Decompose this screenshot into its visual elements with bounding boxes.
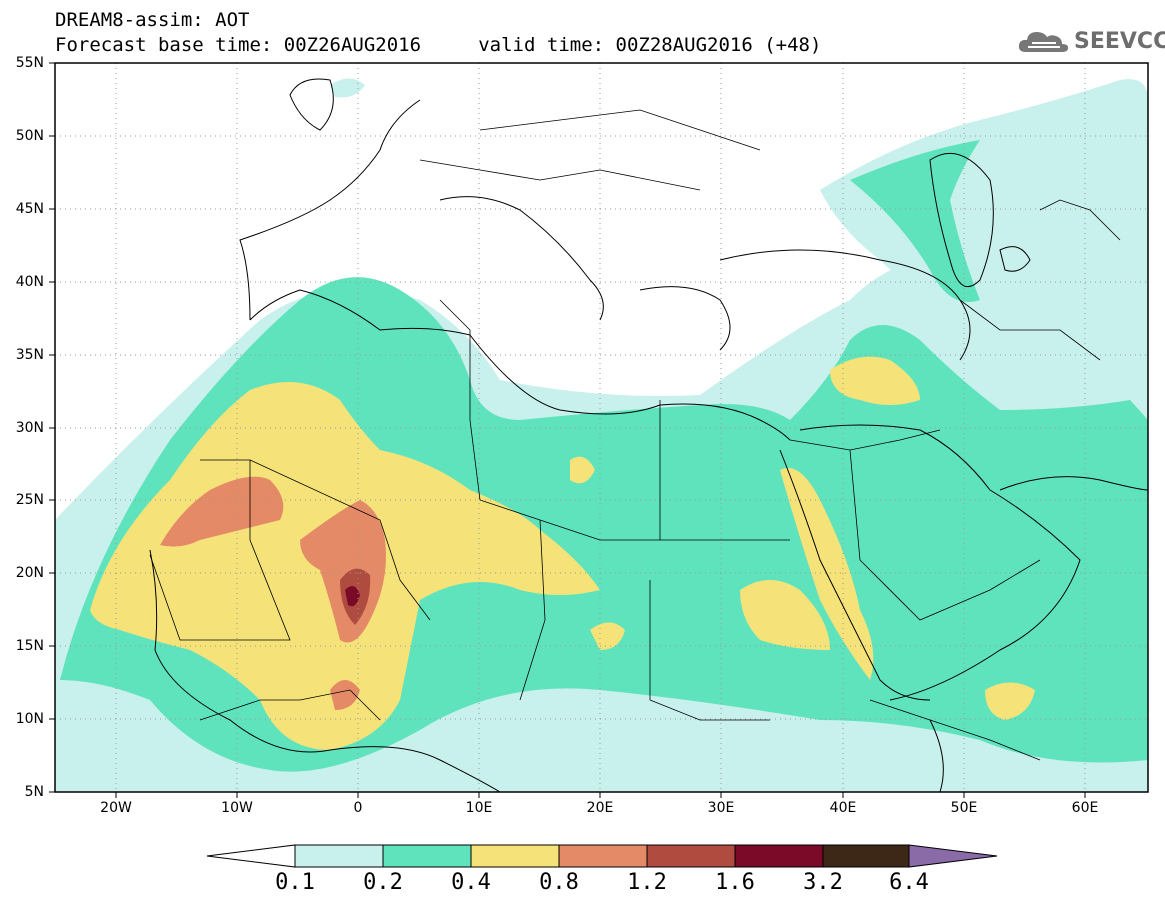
lon-label: 60E [1071,800,1099,816]
lat-label: 55N [15,55,44,71]
coastlines [149,78,1148,792]
lon-label: 30E [707,800,735,816]
cloud-logo-icon [1018,32,1069,52]
lon-label: 40E [829,800,857,816]
colorbar-swatch-0.1-0.2 [294,844,384,868]
map-gridlines [55,63,1148,792]
lon-label: 10E [465,800,493,816]
colorbar-label: 6.4 [889,870,929,895]
lat-label: 20N [15,565,44,581]
country-borders [149,109,1121,761]
colorbar-low-arrow [206,844,296,868]
lat-label: 25N [15,492,44,508]
colorbar-swatch-3.2-6.4 [822,844,910,868]
lat-label: 10N [15,711,44,727]
aot-level-1.6 [345,586,360,607]
colorbar-swatch-0.4-0.8 [470,844,560,868]
colorbar-swatch-0.8-1.2 [558,844,648,868]
lat-label: 40N [15,274,44,290]
colorbar-label: 0.4 [451,870,491,895]
lat-label: 45N [15,201,44,217]
colorbar-swatch-1.2-1.6 [646,844,736,868]
lon-label: 20E [586,800,614,816]
colorbar-label: 0.1 [275,870,315,895]
colorbar-label: 1.6 [715,870,755,895]
colorbar-swatch-1.6-3.2 [734,844,824,868]
colorbar-swatch-0.2-0.4 [382,844,472,868]
colorbar [206,844,998,868]
lon-label: 50E [950,800,978,816]
seevccc-logo: SEEVCCC [1018,26,1165,56]
lat-label: 30N [15,420,44,436]
lat-label: 15N [15,638,44,654]
lat-label: 35N [15,347,44,363]
axis-ticks [49,62,1086,798]
colorbar-high-arrow [908,844,998,868]
colorbar-label: 3.2 [803,870,843,895]
colorbar-label: 0.2 [363,870,403,895]
forecast-time-subtitle: Forecast base time: 00Z26AUG2016 valid t… [55,34,822,56]
lat-label: 5N [24,784,44,800]
lon-label: 20W [100,800,132,816]
colorbar-label: 1.2 [627,870,667,895]
map-title: DREAM8-assim: AOT [55,9,250,31]
colorbar-label: 0.8 [539,870,579,895]
lat-label: 50N [15,128,44,144]
logo-text: SEEVCCC [1074,29,1165,54]
lon-label: 0 [353,800,363,816]
lon-label: 10W [221,800,253,816]
